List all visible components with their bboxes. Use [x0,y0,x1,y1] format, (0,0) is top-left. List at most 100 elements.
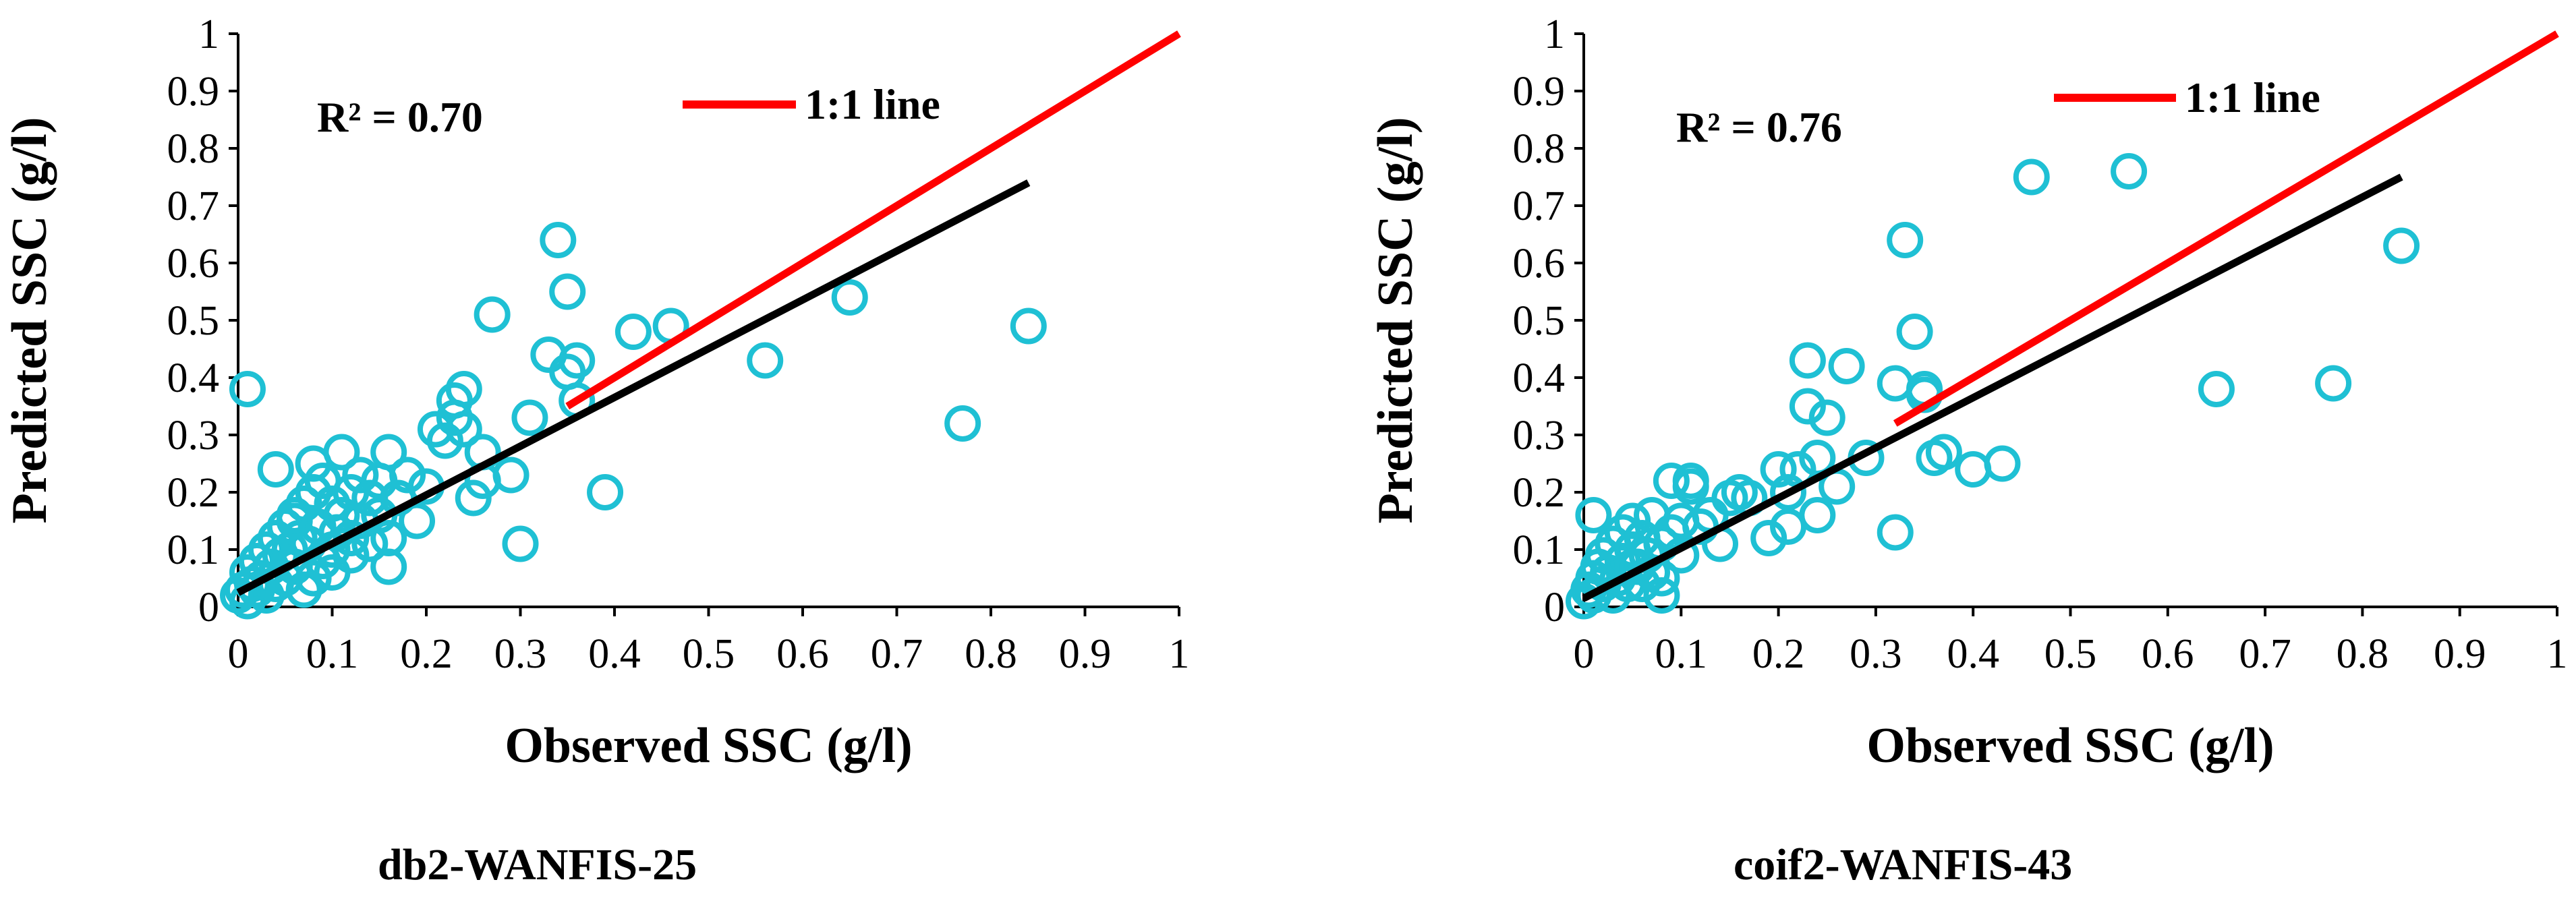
chart1-data-point [426,422,463,459]
chart2-data-point [1799,497,1836,533]
chart2-data-point [2383,227,2420,264]
chart2-legend-label: 1:1 line [2185,74,2320,121]
chart1-data-point [295,445,332,482]
chart2-data-point [1955,451,1992,488]
chart1-data-point [229,371,266,407]
chart1-x-tick-label: 0.6 [776,631,829,677]
chart1-data-point [342,457,379,494]
chart1-y-tick-label: 0.8 [167,126,220,172]
chart1-data-point [399,502,436,539]
chart1-y-axis-title: Predicted SSC (g/l) [2,117,57,524]
chart2-data-point [2198,371,2235,407]
chart2-x-tick-label: 0.9 [2434,631,2486,677]
chart1-y-tick-label: 1 [198,11,219,57]
chart2-x-tick-label: 0.5 [2044,631,2097,677]
chart2-x-tick-label: 0.7 [2239,631,2291,677]
chart1-data-point [747,342,784,379]
chart2-y-tick-label: 0 [1544,585,1565,630]
chart2-x-tick-label: 0 [1574,631,1595,677]
chart1-data-point [540,222,577,258]
chart2-data-point [1770,474,1807,510]
chart1-y-tick-label: 0 [198,585,219,630]
chart1-y-tick-label: 0.7 [167,183,220,229]
chart1-x-tick-label: 0.3 [494,631,547,677]
chart2-x-axis-title: Observed SSC (g/l) [1866,718,2274,773]
chart2-fit-line [1582,173,2403,602]
chart1-x-tick-label: 1 [1169,631,1190,677]
chart1-data-point [389,457,426,494]
chart1-data-point [257,451,294,488]
chart1-x-tick-label: 0.8 [965,631,1017,677]
chart1-data-point [944,405,981,442]
chart2-data-point [1789,342,1826,379]
chart1-data-point [614,314,652,350]
chart1-y-tick-label: 0.2 [167,470,220,516]
chart1-data-point [549,273,586,310]
chart2-data-point [1672,463,1709,499]
chart1-data-point [455,479,492,517]
chart1-data-point [323,497,360,533]
chart2-y-tick-label: 1 [1544,11,1565,57]
chart1-x-tick-label: 0 [228,631,249,677]
chart2-x-tick-label: 0.2 [1752,631,1805,677]
chart1-data-point [511,399,548,436]
chart1-data-point [370,520,407,556]
chart1-x-tick-label: 0.7 [871,631,923,677]
chart2-y-tick-label: 0.7 [1513,183,1566,229]
chart2-y-tick-label: 0.5 [1513,298,1566,344]
chart2-y-tick-label: 0.8 [1513,126,1566,172]
chart2-data-point [1877,365,1914,402]
chart1-y-tick-label: 0.1 [167,527,220,573]
chart1-data-point [549,353,586,390]
chart2-y-tick-label: 0.6 [1513,241,1566,287]
chart1-data-point [351,479,389,517]
chart1-x-tick-label: 0.5 [683,631,735,677]
chart1-identity-line [565,30,1181,410]
chart2-x-tick-label: 1 [2547,631,2568,677]
chart1-y-tick-label: 0.4 [167,355,220,401]
chart1-x-tick-label: 0.9 [1059,631,1112,677]
chart-caption-left: db2-WANFIS-25 [378,840,697,889]
chart2-data-point [1984,445,2021,482]
chart2-r2-annotation: R² = 0.76 [1676,103,1842,151]
chart2-data-point [1760,451,1797,488]
chart1-data-point [436,399,473,436]
chart2-x-tick-label: 0.6 [2142,631,2194,677]
chart1-data-point [370,434,407,471]
chart1-y-tick-label: 0.3 [167,413,220,459]
chart2-y-tick-label: 0.4 [1513,355,1566,401]
chart-caption-right: coif2-WANFIS-43 [1734,840,2073,889]
chart2-data-point [2013,158,2050,196]
chart1-r2-annotation: R² = 0.70 [317,93,483,141]
chart1-data-point [1010,307,1047,345]
chart1-data-point [333,537,370,574]
chart1-legend-label: 1:1 line [805,80,940,128]
chart1-y-tick-label: 0.9 [167,69,220,115]
chart2-data-point [1877,514,1914,551]
chart1-data-point [474,296,511,333]
chart1-data-point [295,560,332,597]
chart1-x-axis-title: Observed SSC (g/l) [505,718,912,773]
chart2-y-tick-label: 0.3 [1513,413,1566,459]
chart1-x-tick-label: 0.1 [306,631,359,677]
chart2-data-point [1925,434,1962,471]
chart2-data-point [2315,365,2352,402]
chart2-data-point [1887,222,1924,258]
chart2-y-tick-label: 0.2 [1513,470,1566,516]
chart1-y-tick-label: 0.6 [167,241,220,287]
chart2-x-tick-label: 0.4 [1947,631,1999,677]
chart2-x-tick-label: 0.8 [2337,631,2389,677]
chart1-data-point [831,279,868,316]
chart1-data-point [276,502,313,539]
chart2-data-point [1896,314,1933,350]
chart2-data-point [1789,388,1826,425]
chart2-data-point [1653,463,1690,499]
chart2-data-point [1808,399,1845,436]
chart1-y-tick-label: 0.5 [167,298,220,344]
chart1-fit-line [236,179,1031,596]
chart2-x-tick-label: 0.1 [1655,631,1708,677]
chart2-y-axis-title: Predicted SSC (g/l) [1368,117,1423,524]
chart2-data-point [1828,348,1865,384]
